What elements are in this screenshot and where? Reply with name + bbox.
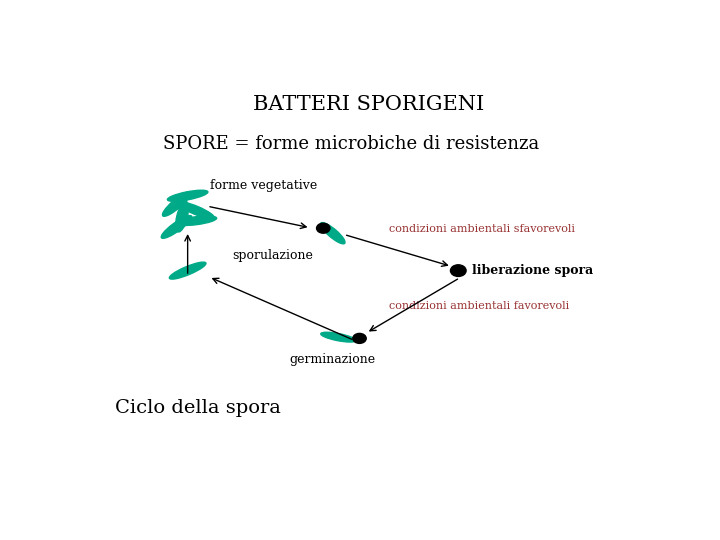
- Text: condizioni ambientali favorevoli: condizioni ambientali favorevoli: [389, 301, 569, 311]
- Text: Ciclo della spora: Ciclo della spora: [115, 399, 281, 417]
- Ellipse shape: [167, 190, 208, 201]
- Ellipse shape: [169, 262, 206, 279]
- Text: sporulazione: sporulazione: [233, 249, 313, 262]
- Circle shape: [451, 265, 466, 276]
- Circle shape: [353, 333, 366, 343]
- Text: BATTERI SPORIGENI: BATTERI SPORIGENI: [253, 95, 485, 114]
- Text: condizioni ambientali sfavorevoli: condizioni ambientali sfavorevoli: [389, 224, 575, 234]
- Ellipse shape: [161, 215, 192, 238]
- Ellipse shape: [320, 222, 345, 244]
- Ellipse shape: [176, 201, 189, 232]
- Circle shape: [317, 223, 330, 233]
- Ellipse shape: [178, 202, 215, 219]
- Ellipse shape: [176, 216, 217, 226]
- Text: forme vegetative: forme vegetative: [210, 179, 318, 192]
- Text: liberazione spora: liberazione spora: [472, 264, 593, 277]
- Ellipse shape: [320, 332, 356, 342]
- Text: germinazione: germinazione: [289, 353, 376, 366]
- Ellipse shape: [163, 192, 191, 217]
- Text: SPORE = forme microbiche di resistenza: SPORE = forme microbiche di resistenza: [163, 135, 539, 153]
